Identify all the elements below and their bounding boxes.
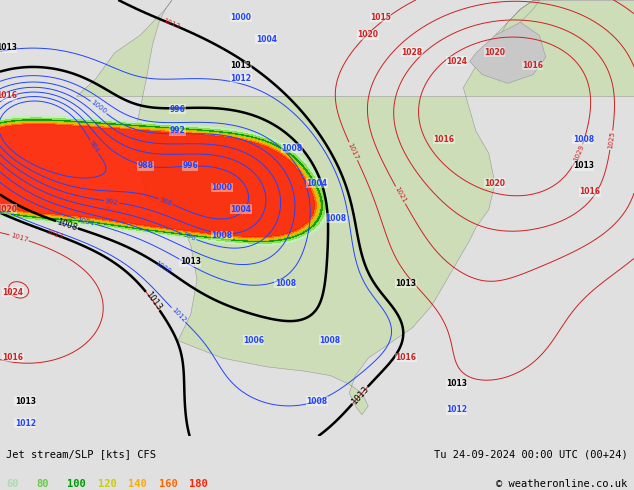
Text: 1013: 1013 — [349, 385, 370, 406]
Text: 1025: 1025 — [607, 131, 616, 149]
Text: 1016: 1016 — [433, 135, 455, 144]
Text: 1012: 1012 — [15, 418, 36, 427]
Text: 180: 180 — [189, 479, 208, 489]
Text: 1017: 1017 — [347, 142, 359, 161]
Text: 1013: 1013 — [162, 18, 181, 30]
Text: 120: 120 — [98, 479, 117, 489]
Text: 1004: 1004 — [306, 179, 328, 188]
Text: 1013: 1013 — [15, 397, 36, 406]
Text: 984: 984 — [88, 140, 100, 154]
Text: 992: 992 — [105, 198, 119, 206]
Text: 140: 140 — [128, 479, 147, 489]
Text: 996: 996 — [182, 231, 197, 242]
Text: 100: 100 — [67, 479, 86, 489]
Text: 1020: 1020 — [0, 205, 17, 214]
Text: 996: 996 — [170, 104, 185, 114]
Text: 1024: 1024 — [2, 288, 23, 296]
Text: 1008: 1008 — [275, 279, 296, 288]
Text: 988: 988 — [158, 196, 173, 207]
Text: 1004: 1004 — [230, 205, 252, 214]
Text: 1017: 1017 — [10, 232, 29, 243]
Text: 1015: 1015 — [370, 13, 391, 22]
Text: 1013: 1013 — [395, 279, 417, 288]
Text: 1020: 1020 — [484, 48, 505, 57]
Text: 1021: 1021 — [394, 186, 408, 204]
Text: 1013: 1013 — [44, 228, 63, 240]
Text: 1024: 1024 — [446, 56, 467, 66]
Text: 60: 60 — [6, 479, 19, 489]
Text: 1016: 1016 — [395, 353, 417, 362]
Text: Tu 24-09-2024 00:00 UTC (00+24): Tu 24-09-2024 00:00 UTC (00+24) — [434, 450, 628, 460]
Text: 1008: 1008 — [211, 231, 233, 240]
Text: 160: 160 — [158, 479, 178, 489]
Text: 1013: 1013 — [230, 61, 252, 70]
Text: 1013: 1013 — [446, 379, 467, 388]
Text: 80: 80 — [37, 479, 49, 489]
Text: Jet stream/SLP [kts] CFS: Jet stream/SLP [kts] CFS — [6, 450, 157, 460]
Text: 1013: 1013 — [179, 257, 201, 266]
Text: 1028: 1028 — [401, 48, 423, 57]
Text: 1029: 1029 — [573, 144, 585, 163]
Text: 1020: 1020 — [484, 179, 505, 188]
Text: 1016: 1016 — [522, 61, 543, 70]
Text: 1020: 1020 — [357, 30, 378, 39]
Text: 1008: 1008 — [153, 260, 172, 274]
Text: 1013: 1013 — [573, 161, 594, 170]
Text: 1012: 1012 — [170, 306, 187, 323]
Text: 1006: 1006 — [243, 336, 264, 344]
Text: 1000: 1000 — [89, 99, 108, 115]
Text: 1004: 1004 — [256, 35, 277, 44]
Text: 1016: 1016 — [0, 92, 17, 100]
Text: 1016: 1016 — [579, 187, 600, 196]
Text: 1008: 1008 — [325, 214, 347, 222]
Text: 1013: 1013 — [0, 44, 17, 52]
Text: 1013: 1013 — [143, 290, 163, 312]
Text: 1008: 1008 — [281, 144, 302, 153]
Text: 1008: 1008 — [306, 397, 328, 406]
Text: 1004: 1004 — [76, 216, 94, 227]
Text: 988: 988 — [138, 161, 154, 170]
Text: 1012: 1012 — [230, 74, 252, 83]
Text: 1008: 1008 — [55, 217, 79, 232]
Text: 1016: 1016 — [2, 353, 23, 362]
Text: 992: 992 — [170, 126, 185, 135]
Text: 1008: 1008 — [573, 135, 594, 144]
Text: 996: 996 — [183, 161, 198, 170]
Text: 1000: 1000 — [230, 13, 252, 22]
Text: 1008: 1008 — [319, 336, 340, 344]
Text: © weatheronline.co.uk: © weatheronline.co.uk — [496, 479, 628, 489]
Text: 1012: 1012 — [446, 405, 467, 415]
Text: 1000: 1000 — [211, 183, 233, 192]
